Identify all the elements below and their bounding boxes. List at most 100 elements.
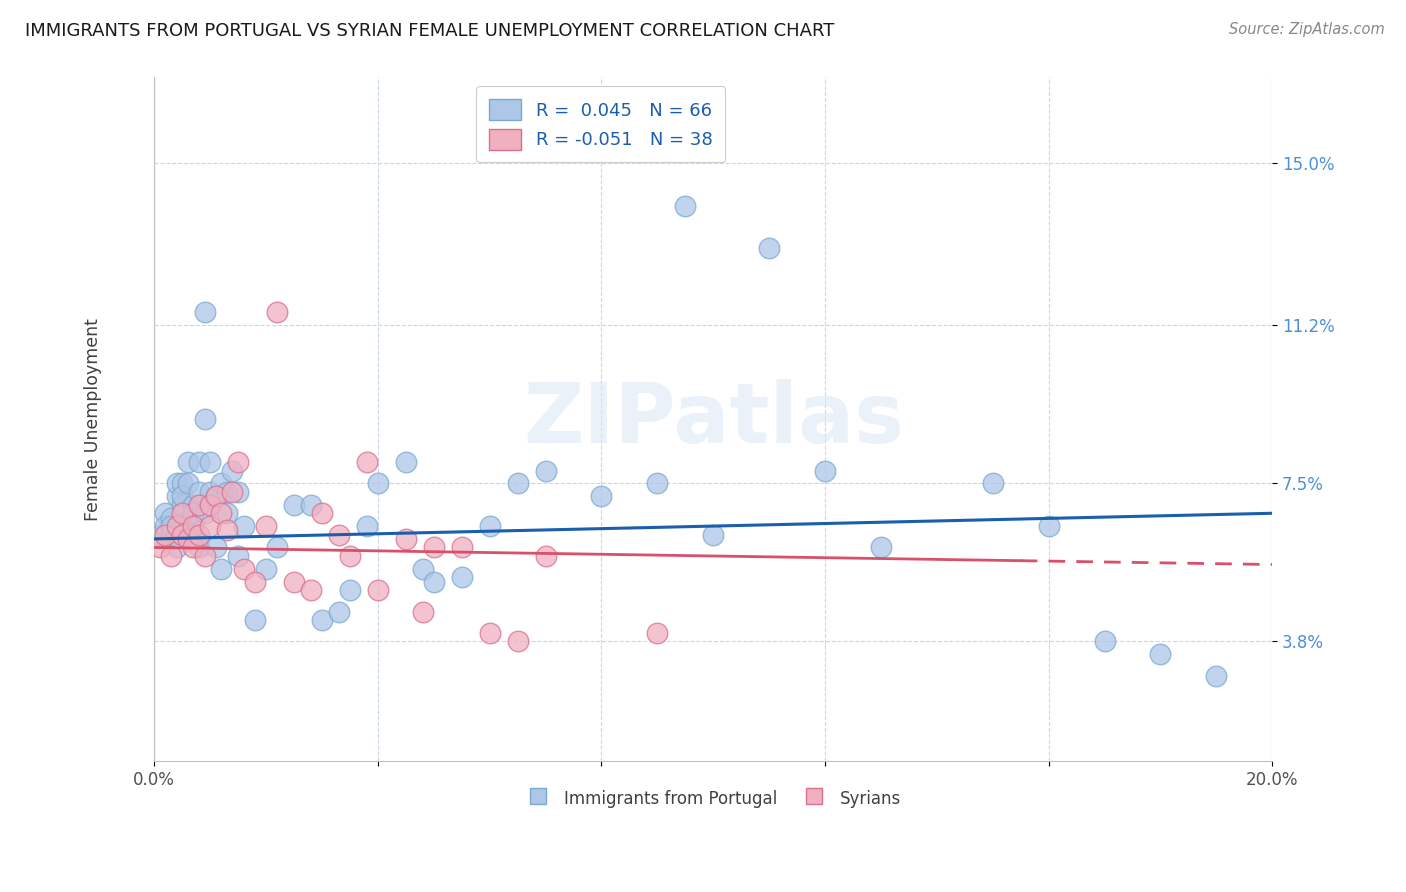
Point — [226, 549, 249, 563]
Legend: Immigrants from Portugal, Syrians: Immigrants from Portugal, Syrians — [519, 781, 908, 814]
Point — [215, 506, 238, 520]
Point — [209, 506, 232, 520]
Point — [188, 527, 211, 541]
Point — [183, 519, 205, 533]
Point — [204, 541, 226, 555]
Point — [478, 626, 501, 640]
Point — [155, 527, 177, 541]
Point — [814, 464, 837, 478]
Point — [183, 541, 205, 555]
Point — [647, 476, 669, 491]
Point — [226, 455, 249, 469]
Text: IMMIGRANTS FROM PORTUGAL VS SYRIAN FEMALE UNEMPLOYMENT CORRELATION CHART: IMMIGRANTS FROM PORTUGAL VS SYRIAN FEMAL… — [25, 22, 835, 40]
Point — [160, 549, 183, 563]
Point — [204, 489, 226, 503]
Point — [328, 605, 350, 619]
Point — [506, 634, 529, 648]
Point — [177, 519, 200, 533]
Point — [166, 519, 188, 533]
Point — [266, 305, 288, 319]
Point — [209, 476, 232, 491]
Point — [1205, 668, 1227, 682]
Point — [367, 583, 389, 598]
Point — [221, 464, 243, 478]
Point — [177, 476, 200, 491]
Point — [166, 489, 188, 503]
Point — [149, 541, 172, 555]
Point — [177, 455, 200, 469]
Point — [188, 541, 211, 555]
Point — [591, 489, 613, 503]
Point — [758, 241, 780, 255]
Point — [254, 562, 277, 576]
Point — [339, 549, 361, 563]
Point — [534, 464, 557, 478]
Point — [188, 498, 211, 512]
Point — [177, 532, 200, 546]
Point — [172, 506, 194, 520]
Point — [155, 519, 177, 533]
Point — [172, 489, 194, 503]
Point — [160, 519, 183, 533]
Text: Source: ZipAtlas.com: Source: ZipAtlas.com — [1229, 22, 1385, 37]
Point — [299, 583, 322, 598]
Point — [166, 476, 188, 491]
Point — [198, 498, 221, 512]
Point — [311, 506, 333, 520]
Point — [215, 484, 238, 499]
Point — [198, 455, 221, 469]
Point — [160, 527, 183, 541]
Text: ZIPatlas: ZIPatlas — [523, 379, 904, 459]
Point — [356, 455, 378, 469]
Point — [198, 519, 221, 533]
Point — [232, 562, 254, 576]
Point — [422, 574, 444, 589]
Point — [311, 613, 333, 627]
Point — [172, 527, 194, 541]
Point — [221, 484, 243, 499]
Point — [299, 498, 322, 512]
Point — [422, 541, 444, 555]
Point — [395, 532, 418, 546]
Point — [1149, 647, 1171, 661]
Point — [1038, 519, 1060, 533]
Point — [193, 412, 215, 426]
Point — [450, 570, 472, 584]
Point — [478, 519, 501, 533]
Point — [673, 199, 696, 213]
Point — [160, 510, 183, 524]
Point — [254, 519, 277, 533]
Point — [283, 574, 305, 589]
Point — [226, 484, 249, 499]
Point — [395, 455, 418, 469]
Point — [232, 519, 254, 533]
Point — [149, 527, 172, 541]
Point — [339, 583, 361, 598]
Point — [193, 506, 215, 520]
Point — [412, 562, 434, 576]
Point — [506, 476, 529, 491]
Point — [193, 305, 215, 319]
Text: Female Unemployment: Female Unemployment — [84, 318, 101, 521]
Point — [356, 519, 378, 533]
Point — [183, 498, 205, 512]
Point — [450, 541, 472, 555]
Point — [215, 524, 238, 538]
Point — [172, 476, 194, 491]
Point — [870, 541, 893, 555]
Point — [647, 626, 669, 640]
Point — [183, 527, 205, 541]
Point — [177, 527, 200, 541]
Point — [198, 484, 221, 499]
Point — [204, 489, 226, 503]
Point — [283, 498, 305, 512]
Point — [155, 506, 177, 520]
Point — [702, 527, 724, 541]
Point — [328, 527, 350, 541]
Point — [243, 574, 266, 589]
Point — [172, 498, 194, 512]
Point — [188, 484, 211, 499]
Point — [981, 476, 1004, 491]
Point — [209, 562, 232, 576]
Point — [266, 541, 288, 555]
